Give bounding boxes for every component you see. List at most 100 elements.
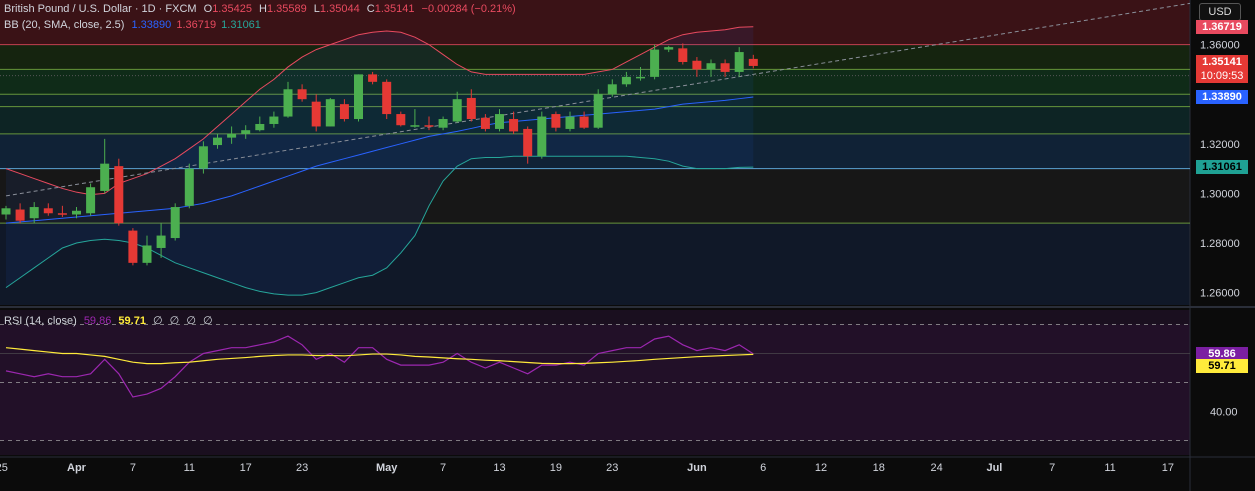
candle-body xyxy=(43,208,53,214)
candle xyxy=(495,109,504,132)
candle-body xyxy=(734,52,744,72)
candle-body xyxy=(537,116,547,157)
candle xyxy=(297,84,307,102)
bb-legend[interactable]: BB (20, SMA, close, 2.5) 1.33890 1.36719… xyxy=(4,18,265,32)
candle xyxy=(579,111,589,129)
rsi-ma-price-label: 59.71 xyxy=(1196,359,1248,374)
candle-body xyxy=(325,99,335,127)
rsi-extra-4: ∅ xyxy=(202,315,213,327)
time-tick-label: 6 xyxy=(760,462,766,474)
candle xyxy=(621,71,631,87)
candle-body xyxy=(650,49,660,77)
candle-body xyxy=(354,74,363,120)
time-tick-label: 17 xyxy=(240,462,252,474)
candle xyxy=(354,74,363,122)
time-tick-label: 12 xyxy=(815,462,827,474)
candle-body xyxy=(339,104,349,120)
rsi-price-label: 59.86 xyxy=(1196,346,1248,361)
candle-body xyxy=(565,116,575,129)
candle xyxy=(650,44,660,80)
zone-band-3 xyxy=(0,133,1190,169)
candle xyxy=(720,59,730,77)
time-tick-label: May xyxy=(376,462,398,474)
candle-body xyxy=(607,84,617,95)
candle xyxy=(311,94,321,132)
currency-button[interactable]: USD xyxy=(1199,3,1241,21)
candle xyxy=(100,138,110,194)
bb-upper-line xyxy=(5,26,754,196)
zone-band-5 xyxy=(0,223,1190,305)
time-tick-label: 23 xyxy=(296,462,308,474)
candle-body xyxy=(29,207,39,219)
symbol-title: British Pound / U.S. Dollar · 1D · FXCM xyxy=(4,3,197,15)
candle xyxy=(170,203,180,241)
candle-body xyxy=(170,207,180,239)
candle-body xyxy=(297,89,307,100)
candle xyxy=(142,235,152,266)
candle xyxy=(537,111,547,159)
candle-body xyxy=(368,74,378,82)
time-tick-label: 7 xyxy=(1049,462,1055,474)
ohlc-change: −0.00284 (−0.21%) xyxy=(421,3,516,15)
candle-body xyxy=(509,119,519,132)
price-tick-label: 1.36000 xyxy=(1200,40,1240,52)
rsi-legend[interactable]: RSI (14, close) 59.86 59.71 ∅ ∅ ∅ ∅ xyxy=(4,314,217,328)
price-tick-label: 1.26000 xyxy=(1200,288,1240,300)
candle xyxy=(184,163,194,209)
candle xyxy=(509,111,519,134)
candle xyxy=(664,45,674,53)
time-tick-label: 24 xyxy=(930,462,942,474)
candle-body xyxy=(269,116,279,124)
candle-body xyxy=(86,187,96,214)
candle xyxy=(57,205,67,217)
time-tick-label: 13 xyxy=(493,462,505,474)
candle xyxy=(198,141,208,174)
zone-band-1 xyxy=(0,69,1190,95)
candle-body xyxy=(593,94,603,128)
bb-basis-line xyxy=(5,96,754,224)
candle-body xyxy=(678,48,688,62)
zone-band-0 xyxy=(0,44,1190,70)
zone-top xyxy=(0,0,1190,45)
candle xyxy=(607,79,617,97)
candle xyxy=(692,57,702,77)
candle xyxy=(43,203,53,216)
ohlc-close: C1.35141 xyxy=(366,3,415,15)
candle xyxy=(227,126,237,144)
candle xyxy=(678,43,688,65)
bar-countdown: 10:09:53 xyxy=(1200,69,1244,82)
bb-lower-price-label: 1.31061 xyxy=(1196,160,1248,175)
bb-upper-price-label: 1.36719 xyxy=(1196,19,1248,34)
candle-body xyxy=(523,128,533,157)
candle-body xyxy=(156,235,166,248)
rsi-ma-line xyxy=(5,347,754,365)
candle xyxy=(565,111,575,132)
candle-body xyxy=(748,58,758,66)
time-tick-label: 17 xyxy=(1162,462,1174,474)
rsi-extra-2: ∅ xyxy=(169,315,180,327)
candle-body xyxy=(255,123,265,131)
candle-body xyxy=(213,137,222,146)
candle xyxy=(128,228,138,266)
candle-body xyxy=(720,63,730,72)
candle-body xyxy=(579,116,589,128)
candle xyxy=(734,47,744,77)
candle xyxy=(86,183,96,216)
bb-label: BB (20, SMA, close, 2.5) xyxy=(4,19,125,31)
candle xyxy=(325,97,335,127)
candle-body xyxy=(424,125,434,127)
candle xyxy=(551,111,561,132)
bb-basis-value: 1.33890 xyxy=(131,19,172,31)
candle xyxy=(241,125,251,139)
rsi-ma-value: 59.71 xyxy=(118,315,146,327)
candle-body xyxy=(128,230,138,263)
candle-body xyxy=(636,76,645,79)
candle xyxy=(452,91,462,123)
time-tick-label: 23 xyxy=(606,462,618,474)
symbol-legend[interactable]: British Pound / U.S. Dollar · 1D · FXCM … xyxy=(4,2,520,16)
price-tick-label: 1.32000 xyxy=(1200,139,1240,151)
candle-body xyxy=(664,47,674,50)
time-tick-label: 18 xyxy=(873,462,885,474)
candle xyxy=(213,133,222,149)
